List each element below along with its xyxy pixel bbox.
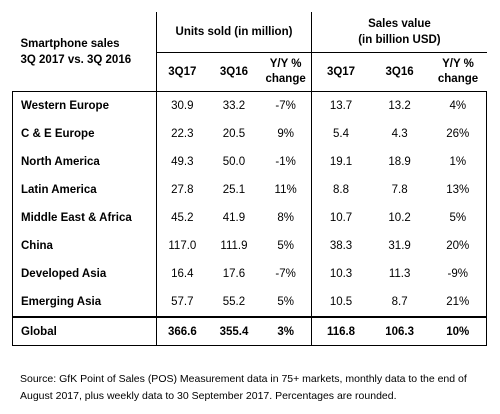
sales-3q17-header: 3Q17 — [311, 52, 370, 92]
total-row: Global 366.6 355.4 3% 116.8 106.3 10% — [12, 316, 487, 346]
region-name: C & E Europe — [12, 120, 157, 148]
sales-3q16-header: 3Q16 — [369, 52, 430, 92]
smartphone-sales-table: Smartphone sales 3Q 2017 vs. 3Q 2016 Uni… — [12, 12, 487, 346]
region-name: North America — [12, 148, 157, 176]
region-name: Western Europe — [12, 91, 157, 120]
table-title-line2: 3Q 2017 vs. 3Q 2016 — [20, 53, 132, 66]
sales-3q17: 10.5 — [311, 288, 370, 317]
region-name: Developed Asia — [12, 260, 157, 288]
units-3q16: 111.9 — [220, 240, 248, 252]
units-yoy-header-line2: change — [265, 73, 306, 85]
units-3q17: 22.3 — [155, 120, 209, 148]
units-3q16: 41.9 — [222, 212, 246, 224]
sales-3q17: 5.4 — [311, 120, 370, 148]
units-yoy: 11% — [274, 184, 297, 196]
table-row: China 117.0 111.9 5% 38.3 31.9 20% — [12, 232, 487, 260]
total-units-3q17: 366.6 — [155, 316, 209, 346]
units-3q16: 33.2 — [222, 100, 246, 112]
sales-yoy: -9% — [429, 260, 487, 288]
table-title-line1: Smartphone sales — [20, 37, 120, 50]
units-3q17: 30.9 — [155, 91, 209, 120]
units-3q17: 117.0 — [155, 232, 209, 260]
table-row: North America 49.3 50.0 -1% 19.1 18.9 1% — [12, 148, 487, 176]
units-3q17: 57.7 — [155, 288, 209, 317]
sales-value-header-line2: (in billion USD) — [358, 34, 441, 46]
units-3q16: 20.5 — [222, 128, 246, 140]
units-yoy: -1% — [275, 156, 296, 168]
units-3q17-header: 3Q17 — [155, 52, 209, 92]
table-row: Latin America 27.8 25.1 11% 8.8 7.8 13% — [12, 176, 487, 204]
units-3q16: 55.2 — [222, 296, 246, 308]
sales-3q16: 11.3 — [388, 268, 411, 280]
units-yoy: 8% — [277, 212, 294, 224]
sales-yoy: 26% — [429, 120, 487, 148]
sales-yoy-header-line2: change — [437, 73, 479, 85]
units-yoy-header-line1: Y/Y % — [269, 58, 302, 70]
table-title: Smartphone sales 3Q 2017 vs. 3Q 2016 — [12, 12, 157, 92]
units-3q16: 50.0 — [222, 156, 246, 168]
table-row: Emerging Asia 57.7 55.2 5% 10.5 8.7 21% — [12, 288, 487, 317]
total-sales-3q16: 106.3 — [369, 316, 430, 346]
units-yoy: 5% — [277, 296, 294, 308]
total-units-3q16: 355.4 — [208, 316, 260, 346]
table-row: Developed Asia 16.4 17.6 -7% 10.3 11.3 -… — [12, 260, 487, 288]
sales-value-header-line1: Sales value — [368, 18, 431, 30]
region-name: China — [12, 232, 157, 260]
total-sales-3q17: 116.8 — [311, 316, 370, 346]
sales-yoy: 1% — [429, 148, 487, 176]
region-name: Latin America — [12, 176, 157, 204]
sales-yoy: 20% — [429, 232, 487, 260]
sales-yoy-header-line1: Y/Y % — [442, 58, 474, 70]
sales-3q17: 38.3 — [311, 232, 370, 260]
region-name: Emerging Asia — [12, 288, 157, 317]
total-units-yoy: 3% — [259, 316, 312, 346]
units-yoy: -7% — [275, 268, 296, 280]
sales-3q16: 8.7 — [391, 296, 408, 308]
region-name: Middle East & Africa — [12, 204, 157, 232]
sales-yoy: 4% — [429, 91, 487, 120]
table-row: C & E Europe 22.3 20.5 9% 5.4 4.3 26% — [12, 120, 487, 148]
sales-3q17: 10.3 — [311, 260, 370, 288]
total-region-name: Global — [12, 316, 157, 346]
sales-3q16: 13.2 — [388, 100, 411, 112]
units-yoy: -7% — [275, 100, 296, 112]
sales-yoy: 5% — [429, 204, 487, 232]
sales-3q16: 7.8 — [391, 184, 408, 196]
sales-3q17: 13.7 — [311, 91, 370, 120]
units-yoy: 5% — [277, 240, 294, 252]
units-yoy: 9% — [277, 128, 294, 140]
sales-value-header: Sales value (in billion USD) — [311, 12, 487, 53]
sales-3q16: 18.9 — [388, 156, 411, 168]
total-sales-yoy: 10% — [429, 316, 487, 346]
units-yoy-header: Y/Y % change — [259, 52, 312, 92]
source-note: Source: GfK Point of Sales (POS) Measure… — [20, 373, 467, 402]
sales-3q17: 8.8 — [311, 176, 370, 204]
units-3q17: 49.3 — [155, 148, 209, 176]
units-3q16: 25.1 — [222, 184, 246, 196]
sales-yoy-header: Y/Y % change — [429, 52, 487, 92]
units-3q16-header: 3Q16 — [208, 52, 260, 92]
sales-3q17: 19.1 — [311, 148, 370, 176]
table-row: Western Europe 30.9 33.2 -7% 13.7 13.2 4… — [12, 91, 487, 120]
sales-yoy: 13% — [429, 176, 487, 204]
sales-3q16: 10.2 — [388, 212, 411, 224]
sales-yoy: 21% — [429, 288, 487, 317]
units-3q17: 45.2 — [155, 204, 209, 232]
units-3q17: 27.8 — [155, 176, 209, 204]
units-3q17: 16.4 — [155, 260, 209, 288]
units-3q16: 17.6 — [222, 268, 246, 280]
table-row: Middle East & Africa 45.2 41.9 8% 10.7 1… — [12, 204, 487, 232]
sales-3q17: 10.7 — [311, 204, 370, 232]
sales-3q16: 31.9 — [388, 240, 411, 252]
units-sold-header: Units sold (in million) — [155, 12, 312, 53]
sales-3q16: 4.3 — [391, 128, 408, 140]
